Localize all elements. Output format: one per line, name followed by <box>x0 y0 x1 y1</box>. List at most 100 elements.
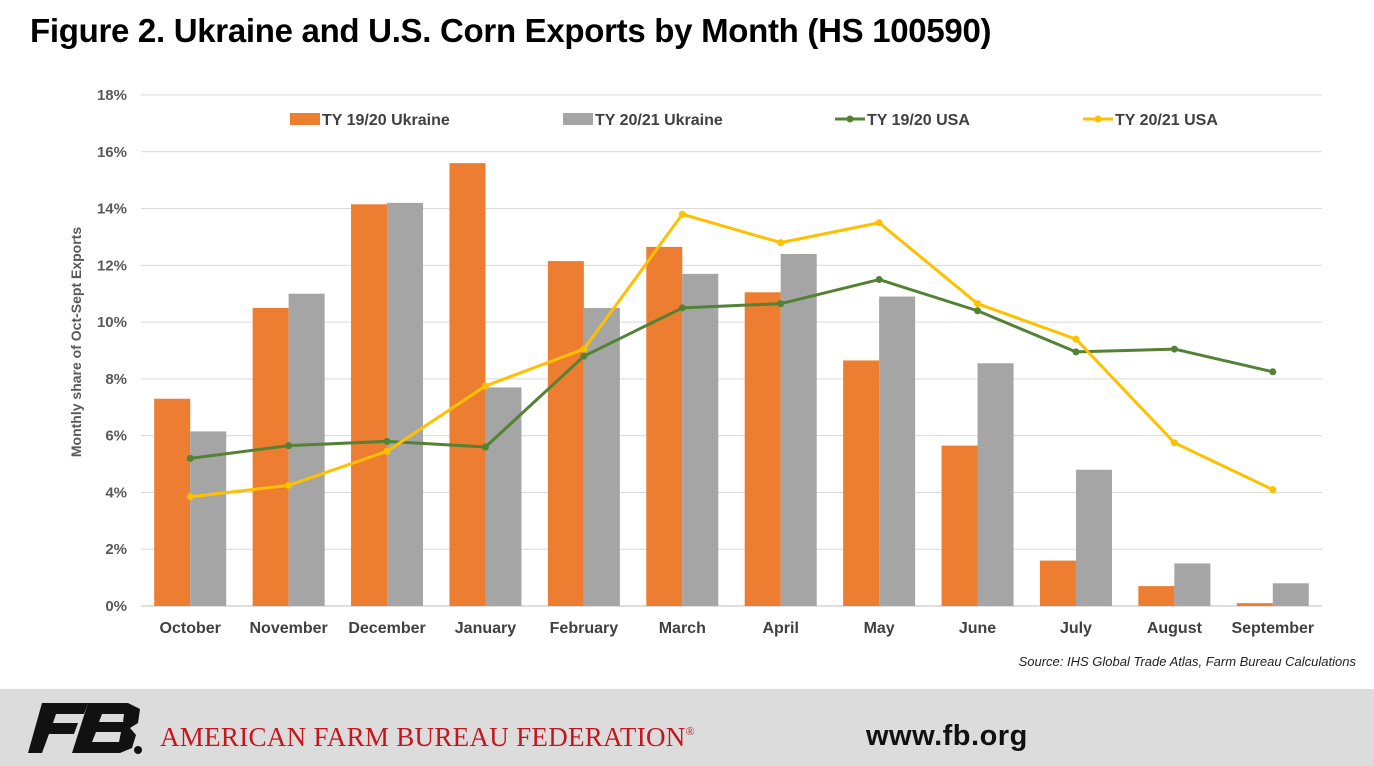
bar-ty-19-20-ukraine-august <box>1138 586 1175 606</box>
y-tick-label: 6% <box>105 428 127 445</box>
chart: 0% 2% 4% 6% 8% 10% 12% 14% 16% 18% October Novembe… <box>68 87 1322 637</box>
legend: TY 19/20 Ukraine TY 20/21 Ukraine TY 19/20… <box>290 112 1218 129</box>
bar-ty-20-21-ukraine-march <box>682 273 719 606</box>
x-tick-label: September <box>1231 620 1314 637</box>
point-ty-19-20-usa-june <box>974 307 982 315</box>
y-axis-label: Monthly share of Oct-Sept Exports <box>68 227 84 457</box>
bar-ty-20-21-ukraine-april <box>780 253 817 606</box>
y-tick-label: 12% <box>97 257 127 274</box>
point-ty-20-21-usa-august <box>1170 439 1178 447</box>
point-ty-19-20-usa-august <box>1170 345 1178 353</box>
fb-logo-icon <box>28 701 144 760</box>
legend-marker <box>1094 115 1102 123</box>
point-ty-20-21-usa-march <box>678 210 686 218</box>
bar-ty-19-20-ukraine-november <box>252 307 289 606</box>
legend-item-ty-20-21-usa: TY 20/21 USA <box>1083 112 1218 129</box>
point-ty-20-21-usa-february <box>580 345 588 353</box>
y-tick-label: 0% <box>105 598 127 615</box>
bar-ty-20-21-ukraine-may <box>879 296 916 606</box>
bar-ty-19-20-ukraine-march <box>646 246 683 606</box>
legend-label: TY 20/21 USA <box>1115 112 1218 129</box>
bar-ty-20-21-ukraine-november <box>288 293 325 606</box>
x-tick-label: January <box>455 620 516 637</box>
legend-swatch <box>290 113 320 125</box>
registered-mark: ® <box>685 724 696 738</box>
lines <box>186 210 1277 501</box>
legend-label: TY 19/20 USA <box>867 112 970 129</box>
legend-swatch <box>563 113 593 125</box>
y-tick-label: 16% <box>97 144 127 161</box>
point-ty-20-21-usa-april <box>777 239 785 247</box>
legend-item-ty-20-21-ukraine: TY 20/21 Ukraine <box>563 112 723 129</box>
point-ty-20-21-usa-october <box>186 493 194 501</box>
bar-ty-19-20-ukraine-july <box>1039 560 1076 606</box>
bar-ty-20-21-ukraine-december <box>387 202 424 606</box>
bar-ty-19-20-ukraine-may <box>843 360 880 606</box>
x-tick-label: June <box>959 620 996 637</box>
x-tick-label: February <box>550 620 619 637</box>
point-ty-20-21-usa-may <box>875 219 883 227</box>
bar-ty-20-21-ukraine-february <box>583 307 620 606</box>
y-tick-label: 8% <box>105 371 127 388</box>
legend-label: TY 20/21 Ukraine <box>595 112 723 129</box>
footer-bar: AMERICAN FARM BUREAU FEDERATION® www.fb.… <box>0 689 1374 766</box>
point-ty-20-21-usa-november <box>285 481 293 489</box>
x-tick-label: December <box>348 620 425 637</box>
legend-label: TY 19/20 Ukraine <box>322 112 450 129</box>
bar-ty-20-21-ukraine-august <box>1174 563 1211 606</box>
bars <box>154 163 1309 606</box>
point-ty-20-21-usa-december <box>383 447 391 455</box>
bar-ty-19-20-ukraine-february <box>547 261 584 606</box>
legend-item-ty-19-20-ukraine: TY 19/20 Ukraine <box>290 112 450 129</box>
bar-ty-20-21-ukraine-september <box>1272 583 1309 606</box>
point-ty-19-20-usa-march <box>678 304 686 312</box>
x-tick-label: May <box>864 620 895 637</box>
bar-ty-19-20-ukraine-september <box>1236 603 1273 606</box>
point-ty-19-20-usa-february <box>580 352 588 360</box>
y-tick-label: 4% <box>105 484 127 501</box>
bar-ty-20-21-ukraine-july <box>1075 469 1112 606</box>
bar-ty-19-20-ukraine-june <box>941 445 978 606</box>
bar-ty-19-20-ukraine-january <box>449 163 486 606</box>
bar-ty-19-20-ukraine-december <box>351 204 388 606</box>
point-ty-20-21-usa-january <box>481 382 489 390</box>
x-tick-label: October <box>160 620 221 637</box>
bar-ty-20-21-ukraine-june <box>977 363 1014 606</box>
y-tick-label: 2% <box>105 541 127 558</box>
point-ty-20-21-usa-july <box>1072 335 1080 343</box>
x-tick-label: July <box>1060 620 1092 637</box>
source-note: Source: IHS Global Trade Atlas, Farm Bur… <box>1018 654 1356 669</box>
point-ty-19-20-usa-september <box>1269 368 1277 376</box>
point-ty-19-20-usa-october <box>186 454 194 462</box>
y-tick-label: 10% <box>97 314 127 331</box>
point-ty-19-20-usa-july <box>1072 348 1080 356</box>
y-axis-ticks: 0% 2% 4% 6% 8% 10% 12% 14% 16% 18% <box>97 87 127 615</box>
point-ty-19-20-usa-november <box>285 442 293 450</box>
line-ty-20-21-usa <box>190 212 1274 499</box>
x-tick-label: August <box>1147 620 1203 637</box>
y-tick-label: 14% <box>97 201 127 218</box>
point-ty-19-20-usa-april <box>777 300 785 308</box>
bar-ty-20-21-ukraine-october <box>190 431 227 606</box>
bar-ty-20-21-ukraine-january <box>485 387 522 606</box>
bar-ty-19-20-ukraine-october <box>154 398 191 606</box>
gridlines <box>141 94 1322 607</box>
y-tick-label: 18% <box>97 87 127 104</box>
line-ty-19-20-usa <box>190 278 1274 460</box>
point-ty-20-21-usa-september <box>1269 486 1277 494</box>
legend-item-ty-19-20-usa: TY 19/20 USA <box>835 112 970 129</box>
bar-ty-19-20-ukraine-april <box>744 292 781 606</box>
x-tick-label: April <box>762 620 798 637</box>
org-name-text: AMERICAN FARM BUREAU FEDERATION <box>160 722 686 752</box>
legend-marker <box>846 115 854 123</box>
x-tick-label: March <box>659 620 706 637</box>
x-tick-label: November <box>250 620 328 637</box>
point-ty-19-20-usa-may <box>875 276 883 284</box>
chart-title: Figure 2. Ukraine and U.S. Corn Exports … <box>30 12 992 49</box>
point-ty-19-20-usa-january <box>481 443 489 451</box>
website-link[interactable]: www.fb.org <box>866 720 1028 752</box>
x-axis-ticks: October November December January February Ma… <box>160 620 1315 637</box>
org-name: AMERICAN FARM BUREAU FEDERATION® <box>160 722 695 753</box>
point-ty-20-21-usa-june <box>974 300 982 308</box>
point-ty-19-20-usa-december <box>383 437 391 445</box>
